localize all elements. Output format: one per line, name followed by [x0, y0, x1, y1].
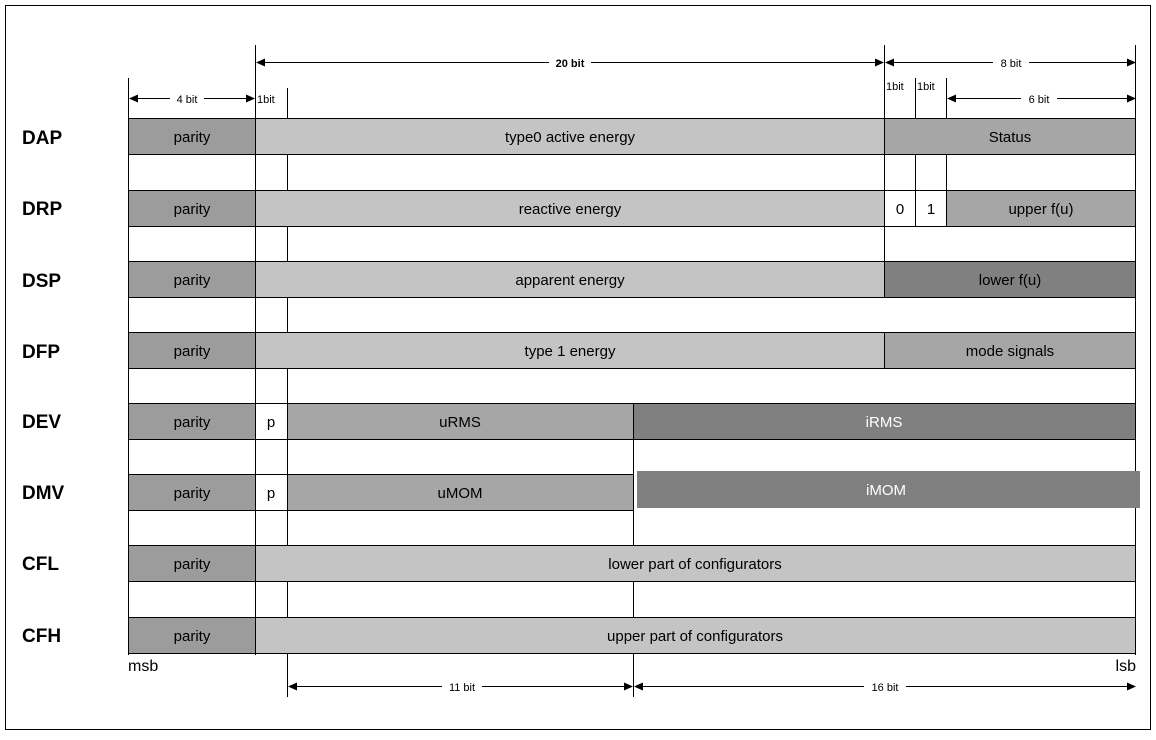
arrow-head-left — [885, 58, 894, 67]
field-cell — [255, 474, 288, 511]
arrow-head-left — [256, 58, 265, 67]
register-name: DSP — [22, 271, 61, 292]
field-cell — [255, 261, 885, 298]
field-label: parity — [174, 129, 211, 146]
field-cell — [255, 617, 1136, 654]
field-cell — [255, 190, 885, 227]
field-cell — [884, 190, 916, 227]
label-6bit: 6 bit — [1029, 94, 1050, 106]
msb-label: msb — [128, 658, 158, 675]
arrow-head-right — [1127, 58, 1136, 67]
field-cell — [255, 545, 1136, 582]
label-1bit: 1bit — [257, 94, 275, 106]
field-cell — [128, 545, 256, 582]
label-4bit: 4 bit — [177, 94, 198, 106]
field-cell — [637, 471, 1140, 508]
label-status-1bit-a: 1bit — [886, 81, 904, 93]
arrow-head-left — [288, 682, 297, 691]
field-cell — [255, 118, 885, 155]
register-name: CFL — [22, 554, 59, 575]
field-label: type 1 energy — [525, 343, 616, 360]
arrow-head-right — [875, 58, 884, 67]
register-row-dsp: DSP parity apparent energy lower f(u) — [22, 261, 1136, 298]
field-cell — [884, 332, 1136, 369]
field-label: apparent energy — [515, 272, 625, 289]
field-cell — [287, 474, 634, 511]
field-cell — [128, 190, 256, 227]
label-16bit: 16 bit — [872, 682, 899, 694]
arrow-head-left — [634, 682, 643, 691]
field-label: iRMS — [866, 414, 903, 431]
label-11bit: 11 bit — [449, 682, 475, 694]
field-label: parity — [174, 343, 211, 360]
field-label: uMOM — [438, 485, 483, 502]
field-cell — [287, 403, 634, 440]
label-8bit: 8 bit — [1001, 58, 1022, 70]
field-label: p — [267, 485, 275, 502]
register-row-cfh: CFH parity upper part of configurators — [22, 617, 1136, 654]
field-cell — [884, 118, 1136, 155]
field-label: 0 — [896, 201, 904, 218]
register-row-dmv: DMV parity p uMOM iMOM — [22, 471, 1140, 511]
lsb-label: lsb — [1116, 658, 1137, 675]
field-cell — [884, 261, 1136, 298]
arrow-head-left — [129, 94, 138, 103]
register-row-dap: DAP parity type0 active energy Status — [22, 118, 1136, 155]
register-row-dev: DEV parity p uRMS iRMS — [22, 403, 1136, 440]
field-label: parity — [174, 628, 211, 645]
arrow-head-left — [947, 94, 956, 103]
field-cell — [633, 403, 1136, 440]
field-label: iMOM — [866, 482, 906, 499]
diagram-border — [5, 5, 1151, 730]
field-label: p — [267, 414, 275, 431]
register-rows: DAP parity type0 active energy Status DR… — [22, 118, 1140, 654]
field-cell — [128, 332, 256, 369]
register-row-drp: DRP parity reactive energy 0 1 upper f(u… — [22, 190, 1136, 227]
register-name: DRP — [22, 199, 62, 220]
field-label: reactive energy — [519, 201, 622, 218]
field-label: type0 active energy — [505, 129, 636, 146]
label-20bit: 20 bit — [556, 58, 585, 70]
field-cell — [946, 190, 1136, 227]
arrow-head-right — [1127, 94, 1136, 103]
field-label: uRMS — [439, 414, 481, 431]
field-cell — [128, 474, 256, 511]
dimension-labels: 20 bit 8 bit 4 bit 1bit 1bit 1bit 6 bit … — [170, 55, 1057, 694]
field-label: 1 — [927, 201, 935, 218]
register-name: DAP — [22, 128, 62, 149]
arrow-head-right — [246, 94, 255, 103]
field-cell — [128, 118, 256, 155]
field-label: parity — [174, 272, 211, 289]
register-name: DEV — [22, 412, 61, 433]
field-label: parity — [174, 485, 211, 502]
register-name: CFH — [22, 626, 61, 647]
field-cell — [128, 617, 256, 654]
field-label: parity — [174, 414, 211, 431]
label-status-1bit-b: 1bit — [917, 81, 935, 93]
field-label: parity — [174, 201, 211, 218]
register-name: DMV — [22, 483, 65, 504]
field-label: lower part of configurators — [608, 556, 781, 573]
field-label: lower f(u) — [979, 272, 1042, 289]
field-label: upper part of configurators — [607, 628, 783, 645]
arrow-head-right — [1127, 682, 1136, 691]
field-label: upper f(u) — [1008, 201, 1073, 218]
field-label: parity — [174, 556, 211, 573]
field-cell — [128, 403, 256, 440]
register-name: DFP — [22, 342, 60, 363]
field-label: mode signals — [966, 343, 1054, 360]
field-label: Status — [989, 129, 1032, 146]
register-row-cfl: CFL parity lower part of configurators — [22, 545, 1136, 582]
register-row-dfp: DFP parity type 1 energy mode signals — [22, 332, 1136, 369]
arrow-head-right — [624, 682, 633, 691]
